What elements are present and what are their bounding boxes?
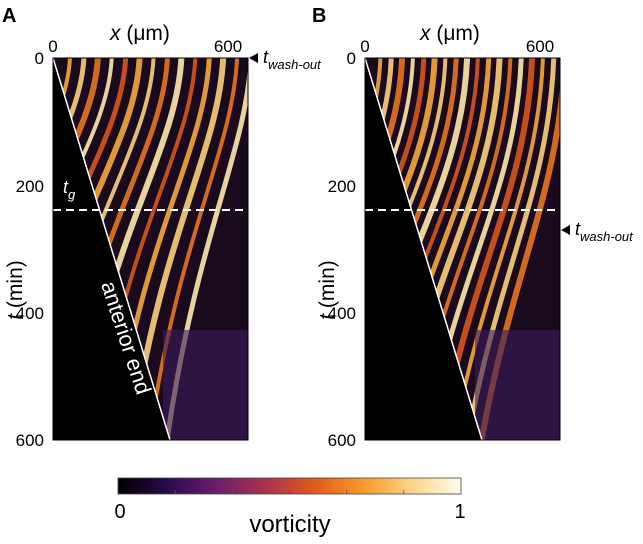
kymograph-stripe [53,58,101,194]
y-axis-title-a: t (min) [4,260,27,320]
y-tick-b-200: 200 [328,177,356,196]
colorbar-title: vorticity [249,511,330,538]
colorbar-max-label: 1 [454,501,465,523]
colorbar-min-label: 0 [114,501,125,523]
kymograph-a [53,58,248,440]
panel-a: A x (μm) 0 600 t (min) 0 200 400 600 ant… [2,5,322,450]
x-tick-a-0: 0 [48,37,57,56]
x-axis-title-a: x (μm) [109,22,170,45]
y-tick-a-0: 0 [35,49,44,68]
x-axis-title-b: x (μm) [419,22,480,45]
plot-frame-a [52,57,249,441]
kymograph-stripe [365,58,383,147]
tg-label: tg [63,177,76,202]
y-tick-a-200: 200 [16,177,44,196]
anterior-boundary-a [53,58,171,440]
kymograph-stripe [451,58,545,440]
y-tick-a-400: 400 [16,304,44,323]
kymograph-stripe [365,58,415,230]
y-tick-b-600: 600 [328,431,356,450]
kymograph-stripe [147,58,240,440]
x-tick-b-600: 600 [526,37,554,56]
x-tick-b-0: 0 [360,37,369,56]
kymograph-low-vorticity-region [475,330,560,440]
kymograph-b [365,58,560,440]
panel-letter-b: B [312,5,326,27]
anterior-boundary-b [365,58,483,440]
y-tick-b-0: 0 [347,49,356,68]
y-axis-title-b: t (min) [316,260,339,320]
kymograph-stripe [53,58,87,162]
washout-label-a: twash-out [263,47,322,72]
panel-b: B x (μm) 0 600 t (min) 0 200 400 600 twa… [312,5,634,450]
plot-frame-b [364,57,561,441]
kymograph-stripe [365,58,394,178]
y-tick-b-400: 400 [328,304,356,323]
washout-arrow-b [561,225,570,235]
washout-label-b: twash-out [575,219,634,244]
panel-letter-a: A [2,5,16,27]
colorbar: 0 1 vorticity [114,477,466,538]
x-tick-a-600: 600 [214,37,242,56]
kymograph-low-vorticity-region [163,330,248,440]
kymograph-stripe [365,58,406,206]
y-tick-a-600: 600 [16,431,44,450]
washout-arrow-a [249,53,258,63]
colorbar-ticks [174,490,405,494]
